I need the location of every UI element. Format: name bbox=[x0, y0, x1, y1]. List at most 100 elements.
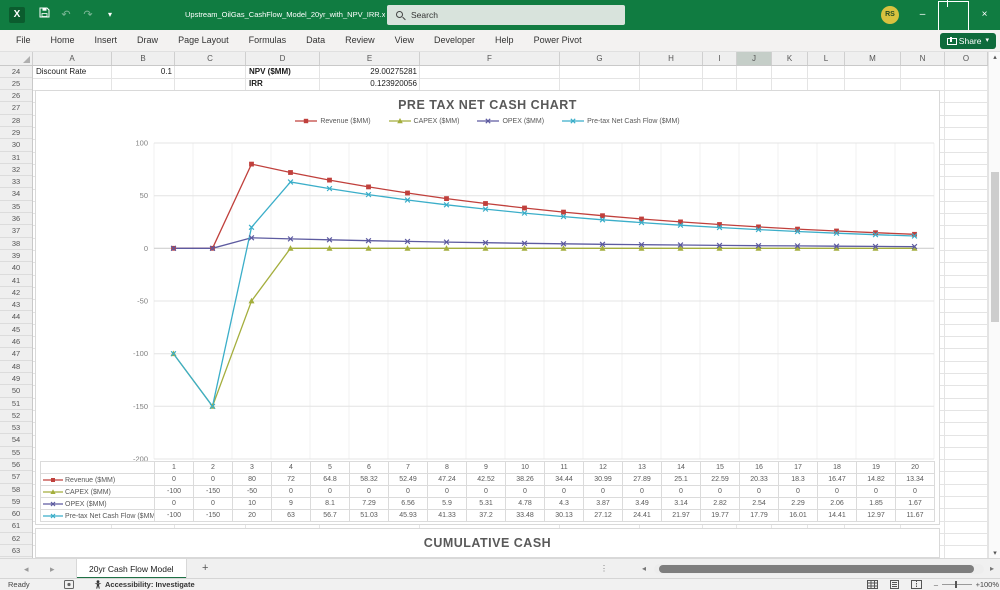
row-header-54[interactable]: 54 bbox=[0, 434, 32, 447]
row-header-47[interactable]: 47 bbox=[0, 348, 32, 361]
row-header-58[interactable]: 58 bbox=[0, 484, 32, 496]
normal-view-button[interactable] bbox=[867, 580, 878, 590]
row-header-35[interactable]: 35 bbox=[0, 201, 32, 214]
chart-cumulative-cash[interactable]: CUMULATIVE CASH bbox=[35, 528, 940, 558]
add-sheet-button[interactable]: + bbox=[202, 562, 209, 574]
row-header-48[interactable]: 48 bbox=[0, 361, 32, 373]
minimize-button[interactable]: – bbox=[919, 9, 926, 20]
row-header-28[interactable]: 28 bbox=[0, 115, 32, 127]
row-header-39[interactable]: 39 bbox=[0, 250, 32, 263]
zoom-level[interactable]: 100% bbox=[979, 580, 999, 589]
ribbon-tab-view[interactable]: View bbox=[394, 35, 415, 45]
row-header-44[interactable]: 44 bbox=[0, 311, 32, 324]
column-header-C[interactable]: C bbox=[175, 52, 246, 65]
row-header-51[interactable]: 51 bbox=[0, 398, 32, 410]
column-header-E[interactable]: E bbox=[320, 52, 420, 65]
row-header-29[interactable]: 29 bbox=[0, 127, 32, 140]
vertical-scroll-thumb[interactable] bbox=[991, 172, 999, 322]
excel-app-icon[interactable]: X bbox=[9, 7, 25, 23]
undo-button[interactable]: ↶ bbox=[61, 9, 71, 21]
ribbon-tab-formulas[interactable]: Formulas bbox=[248, 35, 287, 45]
column-header-H[interactable]: H bbox=[640, 52, 703, 65]
row-header-60[interactable]: 60 bbox=[0, 508, 32, 521]
zoom-in-button[interactable]: + bbox=[975, 580, 980, 589]
sheet-nav-left-icon[interactable]: ◂ bbox=[24, 564, 29, 574]
row-header-63[interactable]: 63 bbox=[0, 545, 32, 558]
row-header-57[interactable]: 57 bbox=[0, 471, 32, 484]
row-header-33[interactable]: 33 bbox=[0, 176, 32, 189]
row-header-36[interactable]: 36 bbox=[0, 213, 32, 226]
row-header-24[interactable]: 24 bbox=[0, 66, 32, 78]
horizontal-scroll-thumb[interactable] bbox=[659, 565, 974, 573]
redo-button[interactable]: ↷ bbox=[83, 9, 93, 21]
cell-B24[interactable]: 0.1 bbox=[160, 66, 172, 76]
row-header-32[interactable]: 32 bbox=[0, 164, 32, 177]
cell-D24[interactable]: NPV ($MM) bbox=[249, 66, 291, 76]
row-header-30[interactable]: 30 bbox=[0, 139, 32, 152]
scroll-up-icon[interactable]: ▴ bbox=[993, 54, 997, 61]
row-header-56[interactable]: 56 bbox=[0, 459, 32, 472]
row-header-34[interactable]: 34 bbox=[0, 188, 32, 201]
cell-D25[interactable]: IRR bbox=[249, 78, 263, 88]
search-box[interactable]: Search bbox=[387, 5, 625, 25]
row-header-40[interactable]: 40 bbox=[0, 262, 32, 275]
scroll-down-icon[interactable]: ▾ bbox=[993, 550, 997, 557]
page-layout-view-button[interactable] bbox=[889, 580, 900, 590]
zoom-slider-handle[interactable] bbox=[955, 581, 957, 588]
row-header-49[interactable]: 49 bbox=[0, 373, 32, 386]
accessibility-status[interactable]: Accessibility: Investigate bbox=[105, 580, 195, 589]
row-header-55[interactable]: 55 bbox=[0, 447, 32, 459]
sheet-tab-active[interactable]: 20yr Cash Flow Model bbox=[76, 559, 187, 579]
column-header-L[interactable]: L bbox=[808, 52, 845, 65]
column-header-B[interactable]: B bbox=[112, 52, 175, 65]
column-header-J[interactable]: J bbox=[737, 52, 772, 65]
zoom-slider[interactable] bbox=[942, 581, 972, 588]
column-header-N[interactable]: N bbox=[901, 52, 945, 65]
row-header-31[interactable]: 31 bbox=[0, 152, 32, 164]
row-header-38[interactable]: 38 bbox=[0, 238, 32, 250]
cell-E24[interactable]: 29.00275281 bbox=[370, 66, 417, 76]
select-all-corner[interactable] bbox=[0, 52, 33, 65]
ribbon-tab-power-pivot[interactable]: Power Pivot bbox=[533, 35, 582, 45]
row-header-45[interactable]: 45 bbox=[0, 324, 32, 337]
row-header-50[interactable]: 50 bbox=[0, 385, 32, 398]
column-header-O[interactable]: O bbox=[945, 52, 988, 65]
ribbon-tab-data[interactable]: Data bbox=[306, 35, 326, 45]
ribbon-tab-page-layout[interactable]: Page Layout bbox=[178, 35, 229, 45]
cell-E25[interactable]: 0.123920056 bbox=[370, 78, 417, 88]
ribbon-tab-insert[interactable]: Insert bbox=[94, 35, 118, 45]
ribbon-tab-file[interactable]: File bbox=[16, 35, 31, 45]
column-header-M[interactable]: M bbox=[845, 52, 901, 65]
ribbon-tab-developer[interactable]: Developer bbox=[434, 35, 476, 45]
row-header-62[interactable]: 62 bbox=[0, 533, 32, 546]
zoom-out-button[interactable]: – bbox=[933, 580, 938, 589]
share-button[interactable]: Share ▾ bbox=[939, 33, 996, 49]
ribbon-tab-review[interactable]: Review bbox=[345, 35, 375, 45]
hscroll-right-icon[interactable]: ▸ bbox=[990, 564, 995, 573]
row-header-37[interactable]: 37 bbox=[0, 225, 32, 238]
hscroll-left-icon[interactable]: ◂ bbox=[642, 564, 647, 573]
row-header-26[interactable]: 26 bbox=[0, 90, 32, 103]
avatar[interactable]: RS bbox=[881, 6, 899, 24]
row-header-46[interactable]: 46 bbox=[0, 336, 32, 349]
page-break-view-button[interactable] bbox=[911, 580, 922, 590]
ribbon-tab-home[interactable]: Home bbox=[50, 35, 75, 45]
qat-customize-button[interactable]: ▾ bbox=[107, 10, 112, 19]
restore-button[interactable] bbox=[938, 0, 969, 31]
row-header-42[interactable]: 42 bbox=[0, 287, 32, 300]
cell-A24[interactable]: Discount Rate bbox=[36, 66, 87, 76]
column-header-A[interactable]: A bbox=[33, 52, 112, 65]
vertical-scrollbar[interactable]: ▴ ▾ bbox=[988, 52, 1000, 558]
chart-pre-tax-net-cash[interactable]: PRE TAX NET CASH CHART Revenue ($MM) CAPE… bbox=[35, 90, 940, 525]
column-header-F[interactable]: F bbox=[420, 52, 560, 65]
horizontal-scrollbar[interactable] bbox=[654, 564, 984, 574]
column-header-I[interactable]: I bbox=[703, 52, 737, 65]
save-button[interactable] bbox=[34, 0, 54, 30]
row-header-52[interactable]: 52 bbox=[0, 410, 32, 423]
row-header-41[interactable]: 41 bbox=[0, 275, 32, 287]
close-button[interactable]: × bbox=[981, 9, 988, 20]
row-header-59[interactable]: 59 bbox=[0, 496, 32, 509]
tab-options-dots-icon[interactable]: ⋮ bbox=[600, 564, 608, 573]
row-header-27[interactable]: 27 bbox=[0, 102, 32, 115]
ribbon-tab-help[interactable]: Help bbox=[495, 35, 514, 45]
